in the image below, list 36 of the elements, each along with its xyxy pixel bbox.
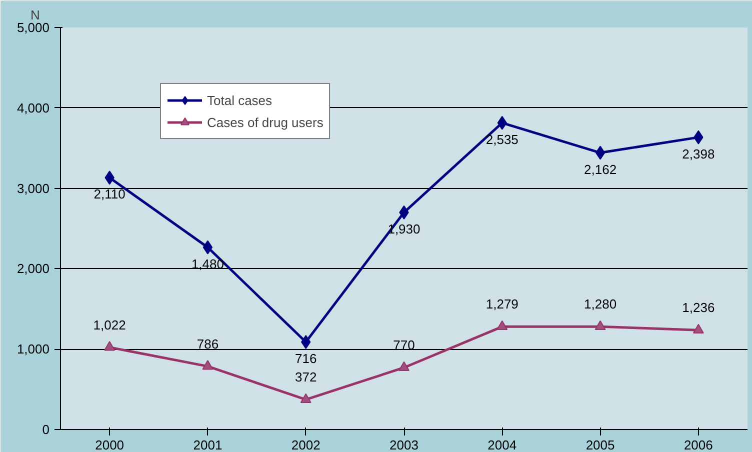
- point: [594, 320, 606, 330]
- annotation: 2,162: [584, 162, 617, 177]
- point: [202, 240, 213, 254]
- data-label: 1,236: [682, 300, 715, 316]
- x-tick-label: 2006: [684, 438, 713, 452]
- y-tick-label: 5,000: [16, 20, 50, 35]
- y-tick-label: 3,000: [16, 180, 50, 196]
- annotation: 2,535: [486, 132, 518, 147]
- y-tick-label: 4,000: [16, 100, 50, 116]
- annotation: 2,398: [682, 146, 715, 162]
- legend-label: Total cases: [207, 92, 272, 108]
- annotation: 2,110: [94, 186, 126, 202]
- x-tick-label: 2000: [95, 438, 124, 452]
- annotation: 716: [295, 351, 317, 366]
- legend-label: Cases of drug users: [207, 114, 324, 130]
- data-label: 1,280: [584, 296, 617, 312]
- point: [202, 360, 214, 370]
- y-axis-title: N: [30, 8, 40, 22]
- y-tick-label: 0: [42, 422, 50, 437]
- data-label: 786: [196, 336, 219, 352]
- x-tick-label: 2005: [586, 438, 615, 452]
- point: [496, 320, 508, 330]
- x-tick-label: 2001: [193, 438, 222, 452]
- data-label: 1,022: [93, 317, 126, 332]
- point: [104, 341, 116, 351]
- data-label: 1,279: [486, 296, 518, 312]
- y-tick-label: 2,000: [16, 261, 50, 276]
- x-tick-label: 2004: [488, 438, 517, 452]
- point: [595, 146, 606, 160]
- data-label: 372: [295, 370, 317, 385]
- x-tick-label: 2003: [390, 438, 418, 452]
- point: [692, 324, 704, 334]
- point: [398, 361, 410, 371]
- point: [300, 393, 312, 403]
- y-tick-label: 1,000: [16, 342, 50, 357]
- x-tick-label: 2002: [291, 438, 320, 452]
